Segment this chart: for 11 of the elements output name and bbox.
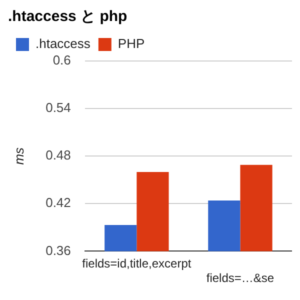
y-tick-label: 0.42 xyxy=(46,195,71,210)
x-tick-label: fields=id,title,excerpt xyxy=(82,256,192,271)
chart-title: .htaccess と php xyxy=(8,8,128,26)
y-tick-label: 0.54 xyxy=(46,100,71,116)
legend-label: PHP xyxy=(118,36,145,52)
y-tick-label: 0.48 xyxy=(46,148,71,163)
legend-label: .htaccess xyxy=(36,36,91,52)
y-tick-label: 0.6 xyxy=(52,52,71,68)
y-axis-title: ms xyxy=(11,146,26,165)
x-tick-label: fields=…&se xyxy=(206,271,274,286)
y-tick-label: 0.36 xyxy=(46,242,71,258)
